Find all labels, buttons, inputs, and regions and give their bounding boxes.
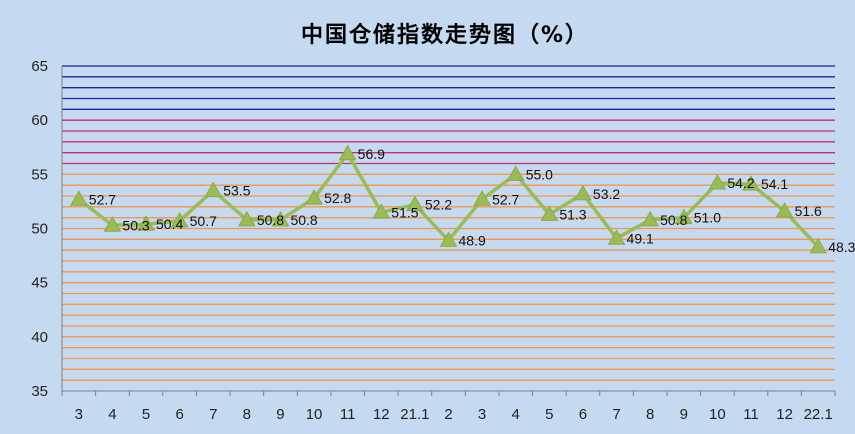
data-label: 49.1	[627, 230, 654, 246]
data-label: 52.2	[425, 197, 452, 213]
data-label: 50.4	[156, 216, 183, 232]
y-tick-label: 50	[31, 221, 48, 238]
y-axis-ticks: 35 40 45 50 55 60 65	[31, 58, 48, 400]
x-tick-label: 5	[545, 406, 553, 423]
data-point	[607, 229, 626, 245]
x-tick-label: 7	[209, 406, 217, 423]
data-label: 53.2	[593, 186, 620, 202]
x-tick-label: 21.1	[400, 406, 429, 423]
data-point	[204, 181, 223, 198]
data-point	[237, 210, 256, 227]
data-label: 54.1	[761, 176, 788, 192]
x-tick-label: 7	[612, 406, 620, 423]
x-tick-label: 4	[108, 406, 116, 423]
x-tick-label: 11	[743, 406, 759, 423]
data-label: 48.3	[828, 239, 855, 255]
x-tick-label: 10	[306, 406, 323, 423]
data-label: 52.8	[324, 190, 351, 206]
axes	[61, 66, 835, 392]
data-label: 53.5	[223, 183, 250, 199]
x-axis-ticks: 3 4 5 6 7 8 9 10 11 12 21.1 2 3 4 5 6 7 8 9 10 11 12 22.1	[61, 391, 836, 423]
data-point	[506, 165, 525, 181]
data-point	[170, 211, 189, 228]
y-tick-label: 60	[31, 112, 48, 129]
y-tick-label: 35	[31, 383, 48, 400]
data-label: 51.5	[391, 204, 418, 220]
data-point	[305, 189, 323, 205]
data-label: 52.7	[492, 191, 519, 207]
x-tick-label: 8	[646, 406, 654, 423]
x-tick-label: 5	[142, 406, 150, 423]
data-point	[69, 190, 88, 206]
x-tick-label: 6	[175, 406, 183, 423]
data-point	[137, 215, 155, 231]
data-point	[473, 190, 491, 206]
data-label: 50.7	[190, 213, 217, 229]
gridlines	[62, 65, 835, 381]
data-point	[775, 202, 794, 218]
x-tick-label: 3	[75, 406, 83, 423]
data-point	[406, 195, 424, 212]
data-point	[742, 175, 760, 191]
data-label: 50.8	[660, 212, 687, 228]
data-point	[372, 203, 391, 219]
data-label: 51.6	[795, 203, 822, 219]
x-tick-label: 11	[340, 406, 356, 423]
y-tick-label: 55	[31, 166, 48, 183]
x-tick-label: 6	[579, 406, 587, 423]
data-point	[439, 231, 458, 247]
data-label: 52.7	[89, 191, 116, 207]
data-point	[809, 237, 828, 254]
data-label: 56.9	[358, 146, 385, 162]
data-label: 50.8	[257, 212, 284, 228]
data-point	[708, 173, 727, 190]
data-label: 50.8	[290, 212, 317, 228]
x-tick-label: 12	[373, 406, 390, 423]
x-tick-label: 4	[512, 406, 520, 423]
x-tick-label: 12	[776, 406, 793, 423]
data-label: 51.3	[559, 206, 586, 222]
data-point	[540, 205, 559, 221]
data-labels: 52.7 50.3 50.4 50.7 53.5 50.8 50.8 52.8 56.9 51.5…	[89, 146, 855, 255]
x-tick-label: 9	[680, 406, 688, 423]
data-label: 51.0	[694, 210, 721, 226]
x-tick-label: 2	[444, 406, 452, 423]
data-point	[271, 210, 290, 227]
y-tick-label: 65	[31, 58, 48, 75]
series-line	[69, 144, 828, 254]
data-label: 50.3	[122, 217, 149, 233]
x-tick-label: 3	[478, 406, 486, 423]
x-tick-label: 9	[276, 406, 284, 423]
data-point	[674, 208, 693, 225]
data-label: 55.0	[526, 166, 553, 182]
x-tick-label: 22.1	[804, 406, 833, 423]
data-label: 54.2	[727, 175, 754, 191]
chart-title: 中国仓储指数走势图（%）	[301, 22, 589, 48]
data-point	[574, 184, 592, 201]
data-label: 48.9	[459, 232, 486, 248]
x-tick-label: 8	[243, 406, 251, 423]
y-tick-label: 45	[31, 275, 48, 292]
x-tick-label: 10	[709, 406, 726, 423]
data-point	[103, 216, 122, 232]
data-point	[641, 210, 660, 227]
y-tick-label: 40	[31, 329, 48, 346]
data-point	[338, 144, 357, 161]
